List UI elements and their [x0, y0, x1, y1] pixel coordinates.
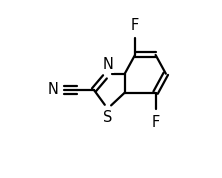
Text: F: F [131, 18, 139, 33]
Text: F: F [151, 115, 160, 130]
Text: S: S [103, 110, 112, 125]
Text: N: N [102, 57, 113, 72]
Text: N: N [48, 82, 59, 97]
